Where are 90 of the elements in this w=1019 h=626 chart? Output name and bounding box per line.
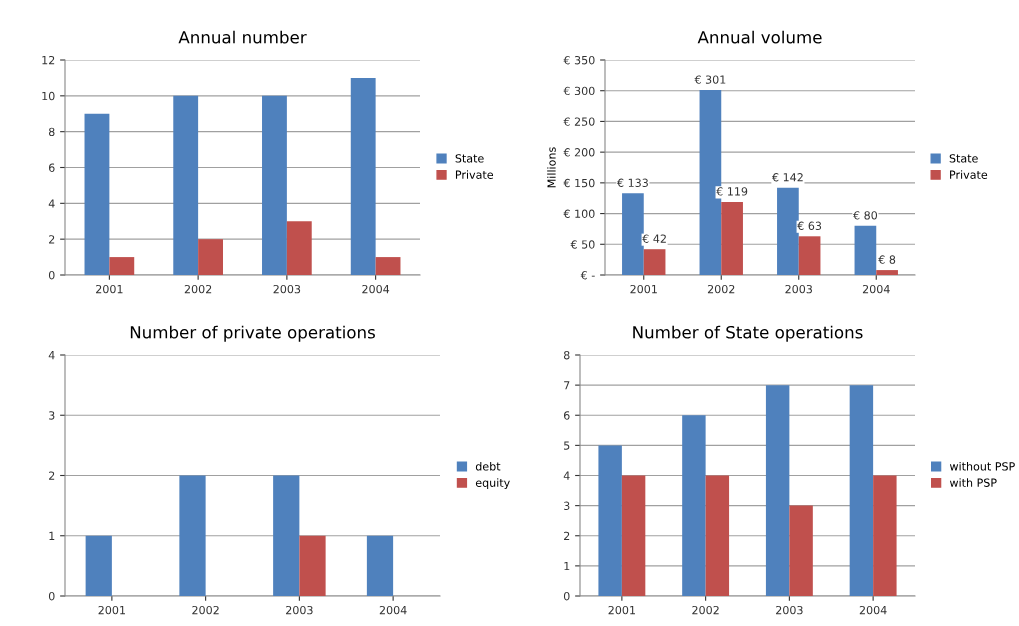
bar	[699, 90, 722, 275]
y-tick-label: 2	[49, 471, 55, 480]
legend-label: debt	[475, 461, 501, 471]
x-tick-label: 2001	[608, 605, 635, 615]
y-tick-label: € 300	[563, 86, 595, 96]
y-axis-title: Millions	[547, 147, 556, 188]
bar	[789, 505, 813, 596]
x-tick-label: 2004	[379, 605, 407, 615]
y-tick-label: 3	[49, 411, 55, 420]
bar	[375, 257, 401, 275]
y-tick-label: 0	[563, 591, 570, 601]
bar	[109, 257, 135, 275]
legend-label: without PSP	[949, 461, 1015, 471]
bar	[621, 475, 646, 596]
y-tick-label: 7	[564, 381, 570, 390]
y-tick-label: 0	[48, 591, 55, 601]
legend-label: with PSP	[949, 478, 997, 487]
x-tick-label: 2001	[98, 605, 125, 615]
y-tick-label: 6	[563, 411, 570, 420]
y-tick-label: 12	[42, 55, 55, 65]
y-tick-label: 2	[564, 531, 570, 540]
bar	[777, 187, 799, 275]
x-tick-label: 2003	[273, 284, 301, 294]
y-tick-label: 8	[563, 350, 570, 360]
y-tick-label: € -	[580, 270, 595, 280]
y-tick-label: 1	[564, 562, 570, 571]
data-label: € 301	[694, 75, 726, 84]
y-tick-label: € 50	[570, 240, 595, 249]
bar	[873, 475, 897, 596]
bar	[643, 249, 666, 275]
legend-label: equity	[475, 478, 510, 490]
y-tick-label: 1	[49, 531, 55, 540]
chart-title: Number of State operations	[633, 325, 863, 342]
x-tick-label: 2002	[192, 605, 219, 615]
x-tick-label: 2001	[630, 284, 657, 294]
legend-label: Private	[950, 170, 988, 179]
bar	[682, 415, 706, 596]
bar	[876, 270, 898, 275]
y-tick-label: 2	[49, 235, 55, 244]
y-tick-label: 0	[48, 270, 55, 280]
bar	[854, 225, 877, 275]
data-label: € 8	[878, 255, 896, 264]
x-tick-label: 2002	[184, 284, 212, 294]
chart-title: Annual volume	[697, 30, 822, 44]
y-tick-label: 5	[564, 441, 570, 450]
data-label: € 80	[853, 211, 878, 220]
y-tick-label: 3	[564, 501, 570, 510]
y-tick-label: € 100	[563, 209, 595, 218]
data-label: € 133	[617, 178, 648, 187]
bar	[721, 201, 743, 275]
y-tick-label: 4	[563, 471, 570, 480]
y-tick-label: 4	[48, 199, 55, 208]
bar	[765, 385, 790, 596]
bar	[705, 475, 730, 596]
bar	[798, 236, 821, 275]
x-tick-label: 2002	[692, 605, 719, 615]
bar	[598, 445, 622, 596]
bar	[198, 239, 223, 275]
x-tick-label: 2001	[96, 284, 123, 294]
x-tick-label: 2004	[362, 284, 390, 294]
legend-label: State	[455, 154, 484, 163]
data-label: € 63	[797, 221, 822, 230]
x-tick-label: 2004	[859, 605, 887, 615]
y-tick-label: € 200	[563, 148, 595, 157]
legend-label: State	[949, 154, 978, 163]
data-label: € 142	[772, 173, 803, 182]
y-tick-label: 6	[48, 163, 55, 172]
x-tick-label: 2003	[785, 284, 812, 294]
y-tick-label: € 250	[563, 117, 595, 126]
bar	[849, 385, 874, 596]
x-tick-label: 2003	[776, 605, 803, 615]
y-tick-label: 4	[48, 351, 55, 360]
y-tick-label: € 350	[563, 55, 595, 65]
bar	[262, 95, 287, 275]
bar	[286, 221, 312, 275]
data-label: € 42	[642, 234, 666, 243]
bar	[173, 95, 199, 275]
chart-title: Number of private operations	[130, 325, 375, 342]
y-tick-label: € 150	[563, 178, 595, 188]
chart-title: Annual number	[178, 30, 307, 44]
y-tick-label: 8	[48, 127, 55, 137]
y-tick-label: 10	[42, 91, 55, 101]
x-tick-label: 2004	[862, 284, 890, 294]
legend-label: Private	[455, 170, 494, 179]
bar	[84, 113, 110, 275]
data-label: € 119	[716, 187, 748, 196]
x-tick-label: 2003	[286, 605, 313, 615]
bar	[622, 193, 644, 275]
x-tick-label: 2002	[707, 284, 735, 294]
bar	[350, 77, 376, 275]
